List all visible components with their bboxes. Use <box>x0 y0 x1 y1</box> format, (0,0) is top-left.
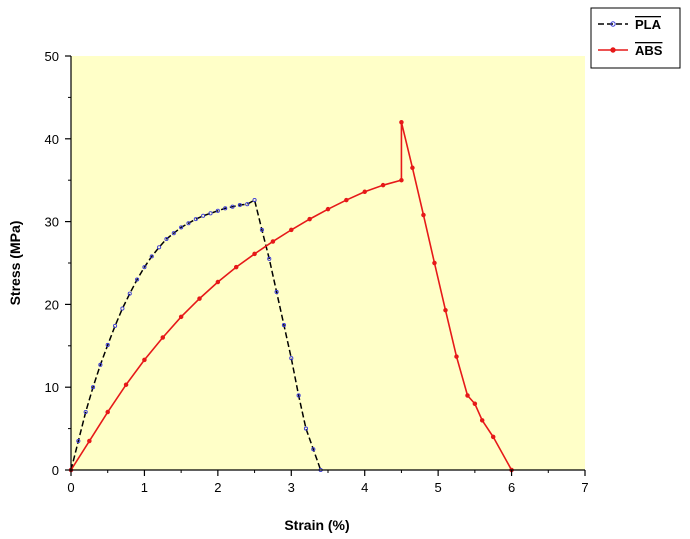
x-tick-label: 2 <box>214 480 221 495</box>
abs-data-point <box>380 182 386 188</box>
abs-data-point <box>197 296 202 301</box>
abs-data-point <box>479 418 485 423</box>
pla-data-point <box>83 409 88 415</box>
abs-data-point <box>432 260 437 266</box>
x-axis-title: Strain (%) <box>284 517 349 533</box>
abs-data-point <box>454 354 459 359</box>
abs-data-point <box>443 307 448 313</box>
abs-data-point <box>289 227 294 233</box>
x-tick-label: 0 <box>67 480 74 495</box>
y-tick-label: 30 <box>45 215 59 230</box>
pla-data-point <box>186 221 191 226</box>
abs-data-point <box>178 314 184 320</box>
pla-data-point <box>120 306 125 311</box>
abs-data-point <box>307 216 312 222</box>
abs-data-point <box>399 119 404 125</box>
abs-data-point <box>123 382 129 387</box>
pla-data-point <box>274 289 279 295</box>
x-tick-label: 1 <box>141 480 148 495</box>
legend-box <box>590 7 681 69</box>
pla-data-point <box>90 385 96 390</box>
abs-data-point <box>410 165 415 171</box>
pla-data-point <box>237 202 242 208</box>
abs-data-point <box>252 251 257 257</box>
y-tick-label: 10 <box>45 380 59 395</box>
abs-data-point <box>465 393 470 398</box>
pla-data-point <box>230 204 235 209</box>
pla-data-point <box>113 323 118 328</box>
pla-data-point <box>296 393 301 398</box>
pla-data-point <box>105 342 110 348</box>
abs-data-point <box>233 264 239 270</box>
pla-data-point <box>135 277 140 282</box>
y-axis-title: Stress (MPa) <box>7 221 23 306</box>
legend-pla-marker <box>610 21 616 27</box>
abs-data-point <box>270 239 276 244</box>
legend-abs-marker <box>610 47 616 53</box>
abs-data-point <box>344 197 349 203</box>
pla-data-point <box>201 213 206 218</box>
pla-data-point <box>252 198 257 203</box>
y-tick-label: 40 <box>45 132 59 147</box>
x-tick-label: 4 <box>361 480 368 495</box>
pla-data-point <box>311 447 316 452</box>
axes-layer: 0 1 2 3 4 5 6 7 0 10 20 30 40 50 <box>45 49 589 495</box>
pla-data-point <box>267 256 272 261</box>
pla-data-point <box>259 227 264 232</box>
pla-data-point <box>127 291 132 296</box>
y-tick-label: 0 <box>52 463 59 478</box>
pla-data-point <box>164 236 169 242</box>
abs-data-point <box>142 357 147 363</box>
pla-series-line <box>70 198 322 471</box>
abs-data-point <box>472 401 478 407</box>
abs-data-point <box>399 177 404 183</box>
x-tick-label: 7 <box>581 480 588 495</box>
pla-data-point <box>171 231 176 236</box>
pla-data-point <box>142 265 147 270</box>
pla-data-point <box>289 356 294 361</box>
abs-data-point <box>421 212 426 218</box>
pla-data-point <box>76 438 81 444</box>
pla-data-point <box>281 323 286 328</box>
pla-data-point <box>157 245 162 250</box>
pla-data-point <box>223 206 228 211</box>
legend-pla-label: PLA <box>635 17 662 32</box>
plot-background <box>71 56 585 470</box>
legend-abs-label: ABS <box>635 43 663 58</box>
abs-data-point <box>490 434 496 440</box>
pla-data-point <box>208 211 213 216</box>
abs-series-line <box>70 122 513 471</box>
abs-data-point <box>325 206 331 212</box>
pla-data-point <box>215 208 220 213</box>
abs-data-point <box>87 438 92 444</box>
legend: PLA ABS <box>590 7 681 69</box>
y-tick-label: 50 <box>45 49 59 64</box>
abs-data-point <box>105 409 110 415</box>
pla-data-point <box>303 426 309 431</box>
x-tick-label: 3 <box>288 480 295 495</box>
pla-data-point <box>98 362 103 367</box>
pla-data-point <box>193 217 198 222</box>
pla-data-point <box>149 254 154 259</box>
abs-data-point <box>215 279 221 285</box>
pla-data-point <box>245 202 250 207</box>
series-layer <box>68 119 514 473</box>
plot-area <box>71 56 585 470</box>
abs-data-point <box>362 189 367 195</box>
x-tick-label: 6 <box>508 480 515 495</box>
pla-data-point <box>179 225 184 230</box>
x-tick-label: 5 <box>435 480 442 495</box>
y-tick-label: 20 <box>45 297 59 312</box>
abs-data-point <box>160 335 166 340</box>
